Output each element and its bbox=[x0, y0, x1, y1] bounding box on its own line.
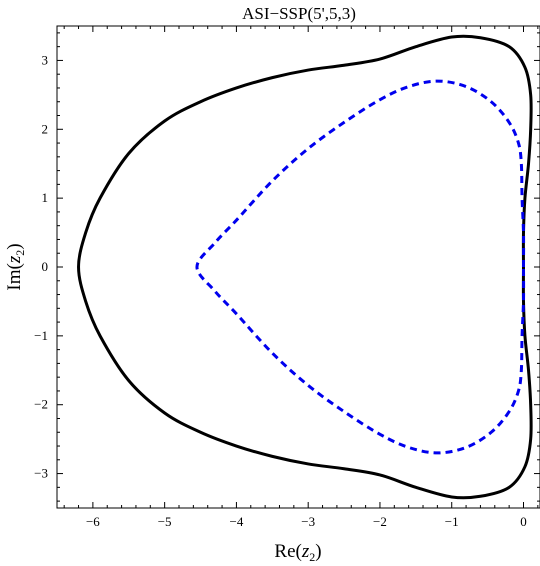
x-tick-label: 0 bbox=[520, 514, 527, 529]
y-tick-label: −2 bbox=[34, 397, 48, 412]
chart-title: ASI−SSP(5',5,3) bbox=[242, 4, 356, 23]
x-tick-label: −1 bbox=[445, 514, 459, 529]
y-tick-label: 3 bbox=[42, 52, 49, 67]
y-axis-label: Im(z2) bbox=[4, 243, 27, 290]
x-tick-label: −2 bbox=[373, 514, 387, 529]
y-tick-label: −1 bbox=[34, 328, 48, 343]
x-tick-label: −4 bbox=[229, 514, 243, 529]
y-tick-label: 0 bbox=[42, 259, 49, 274]
dashed-boundary-series bbox=[195, 79, 526, 455]
solid-boundary-series bbox=[77, 34, 533, 500]
plot-frame bbox=[56, 25, 540, 509]
x-axis-label: Re(z2) bbox=[274, 541, 321, 564]
y-tick-label: 1 bbox=[42, 190, 49, 205]
x-tick-label: −3 bbox=[301, 514, 315, 529]
y-axis-ticks: −3 −2 −1 0 1 2 3 bbox=[34, 32, 540, 502]
y-tick-label: 2 bbox=[42, 121, 49, 136]
x-tick-label: −5 bbox=[158, 514, 172, 529]
x-tick-label: −6 bbox=[86, 514, 100, 529]
x-axis-ticks: −6 −5 −4 −3 −2 −1 0 bbox=[63, 26, 539, 529]
series-layer bbox=[77, 34, 533, 500]
y-tick-label: −3 bbox=[34, 466, 48, 481]
